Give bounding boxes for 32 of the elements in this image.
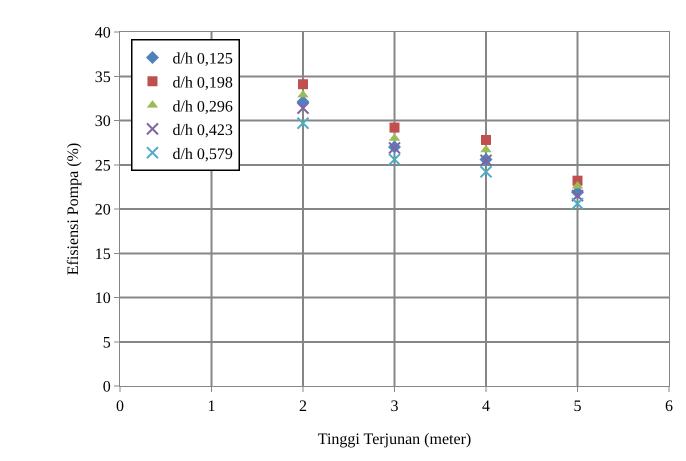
point [296, 102, 310, 115]
x-tick-label: 2 [299, 398, 307, 416]
y-tick-label: 0 [102, 378, 111, 396]
y-tick-label: 10 [94, 290, 111, 308]
point [481, 134, 491, 145]
point [480, 165, 492, 178]
legend-label: d/h 0,125 [172, 50, 233, 68]
y-tick-label: 20 [94, 202, 111, 219]
y-tick-label: 5 [102, 334, 111, 352]
point [298, 79, 308, 90]
x-tick-label: 5 [574, 398, 582, 416]
y-tick-label: 25 [94, 157, 111, 174]
y-tick-label: 40 [94, 24, 111, 42]
legend-label: d/h 0,198 [172, 74, 233, 92]
legend-label: d/h 0,579 [172, 146, 233, 163]
y-axis-title: Efisiensi Pompa (%) [65, 142, 82, 276]
y-tick-label: 15 [94, 246, 111, 263]
point [571, 189, 584, 202]
legend-label: d/h 0,296 [172, 98, 233, 116]
y-tick-label: 35 [94, 68, 111, 86]
point [571, 197, 584, 210]
x-tick-label: 0 [116, 398, 124, 416]
x-tick-label: 4 [482, 398, 490, 416]
x-tick-label: 3 [390, 398, 398, 416]
y-tick-label: 30 [94, 113, 111, 130]
x-tick-label: 1 [208, 398, 216, 416]
point [388, 152, 401, 166]
legend-label: d/h 0,423 [172, 122, 233, 140]
point [390, 122, 400, 133]
x-axis-title: Tinggi Terjunan (meter) [318, 431, 472, 448]
point [296, 116, 310, 130]
x-tick-label: 6 [665, 398, 673, 416]
